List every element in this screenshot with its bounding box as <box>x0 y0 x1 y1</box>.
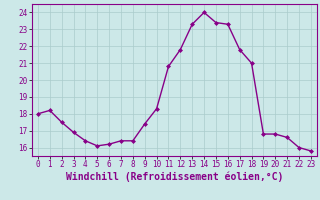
X-axis label: Windchill (Refroidissement éolien,°C): Windchill (Refroidissement éolien,°C) <box>66 172 283 182</box>
